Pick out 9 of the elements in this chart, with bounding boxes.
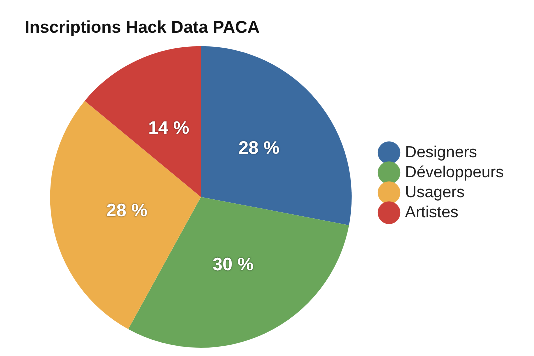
legend-label: Artistes [405, 204, 459, 222]
data-label: 30 % [212, 254, 254, 274]
legend-label: Designers [405, 144, 478, 162]
data-label: 14 % [148, 118, 190, 138]
data-label: 28 % [238, 138, 280, 158]
data-label: 28 % [106, 200, 148, 220]
legend-label: Usagers [405, 184, 465, 202]
chart-title: Inscriptions Hack Data PACA [25, 18, 260, 37]
legend-label: Développeurs [405, 164, 504, 182]
